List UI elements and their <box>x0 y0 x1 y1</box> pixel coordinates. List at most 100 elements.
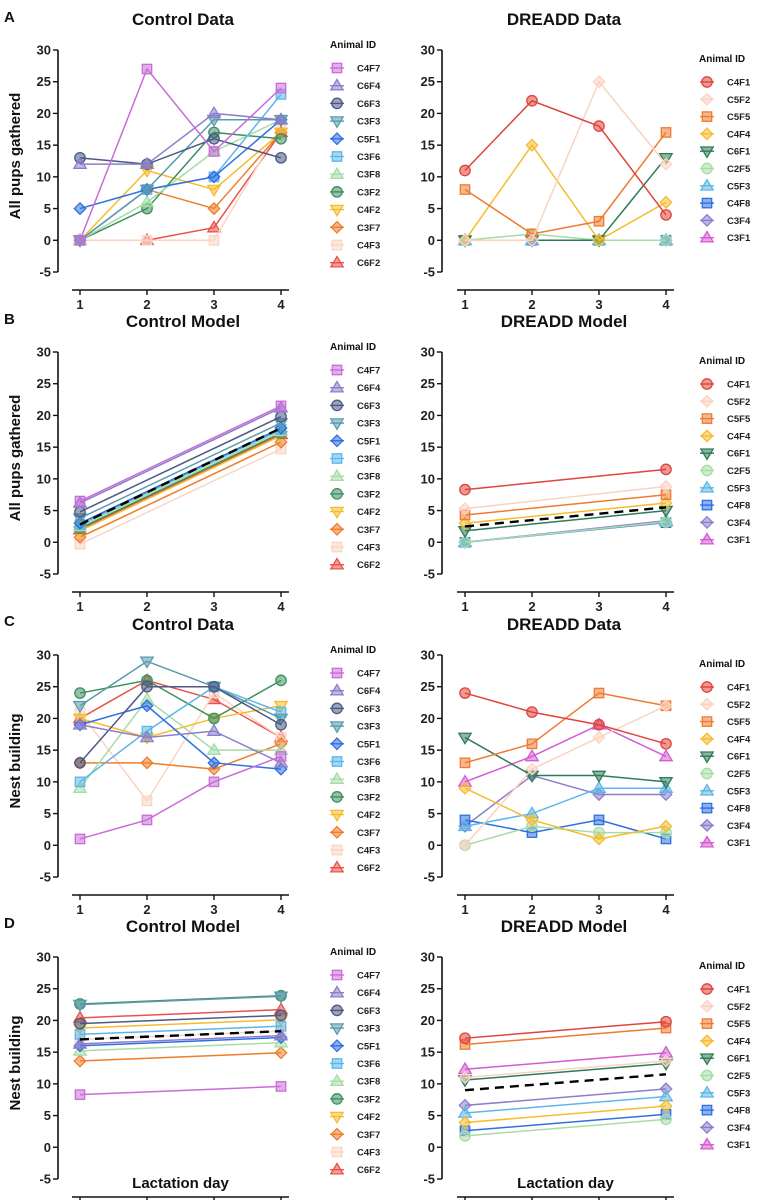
legend-item: C3F7 <box>330 825 380 839</box>
series-line <box>464 774 666 827</box>
legend-marker <box>700 1120 714 1135</box>
series-line <box>79 1014 282 1025</box>
data-point <box>659 479 673 494</box>
legend-item: C4F2 <box>329 204 380 218</box>
data-point <box>206 105 222 119</box>
x-tick-label: 4 <box>277 902 285 917</box>
legend-label: C4F2 <box>357 205 380 216</box>
data-point <box>275 1009 287 1022</box>
legend-item: C5F1 <box>330 1039 381 1053</box>
data-point <box>659 195 673 209</box>
legend-item: C4F3 <box>330 844 380 857</box>
legend-label: C5F2 <box>727 1002 750 1013</box>
y-tick-label: 20 <box>421 711 435 726</box>
data-point <box>74 687 86 699</box>
legend-label: C5F3 <box>727 786 750 797</box>
legend-marker <box>329 1073 345 1087</box>
y-tick-label: 30 <box>37 950 51 965</box>
data-point <box>658 749 674 762</box>
legend-marker <box>700 92 714 106</box>
legend-item: C3F4 <box>700 1120 751 1135</box>
data-point <box>72 999 88 1013</box>
legend-item: C3F2 <box>330 186 380 198</box>
legend-item: C4F2 <box>329 809 380 823</box>
data-point <box>458 838 472 852</box>
data-point <box>659 699 673 713</box>
data-point <box>74 495 86 507</box>
legend-marker <box>331 1004 343 1017</box>
data-point <box>275 718 287 731</box>
legend-item: C4F4 <box>700 429 751 443</box>
data-point <box>593 120 605 132</box>
data-point <box>206 220 222 233</box>
data-point <box>592 75 606 89</box>
y-axis-label: All pups gathered <box>7 395 24 522</box>
legend-item: C6F4 <box>329 380 381 394</box>
series-line <box>464 1060 667 1079</box>
series-line <box>464 99 667 216</box>
data-point <box>658 777 674 790</box>
legend: Animal ID C4F7 C6F4 C6F3 C3F3 C5F1 C3F6 C3F8 C3F… <box>329 947 381 1176</box>
series-line <box>79 405 282 502</box>
legend-marker <box>700 1034 714 1048</box>
data-point <box>457 732 473 745</box>
series-line <box>79 1019 282 1029</box>
series-C4F8 <box>459 1108 672 1137</box>
series-C4F1 <box>459 1015 672 1045</box>
legend-item: C3F1 <box>699 532 751 546</box>
legend-label: C4F8 <box>727 804 750 815</box>
legend-label: C5F2 <box>727 700 750 711</box>
legend-label: C4F1 <box>727 683 751 694</box>
mean-line <box>79 427 282 526</box>
legend-item: C3F7 <box>330 220 380 234</box>
data-point <box>274 1046 288 1060</box>
legend-label: C2F5 <box>727 164 751 175</box>
legend-marker <box>331 399 343 412</box>
chart-title: DREADD Model <box>501 917 628 936</box>
series-line <box>464 819 667 840</box>
series-C3F1 <box>457 513 674 548</box>
y-tick-label: -5 <box>39 870 51 885</box>
y-tick-label: 15 <box>421 138 435 153</box>
y-tick-label: 5 <box>428 806 435 821</box>
chart-panel-3: B Control Model -5 0 5 10 15 20 25 30 1 2 3 4 All pups… <box>4 311 381 614</box>
data-point <box>208 132 220 145</box>
y-tick-label: 10 <box>421 774 435 789</box>
x-tick-label: 1 <box>76 599 83 614</box>
series-C4F1 <box>459 94 672 221</box>
series-C3F3 <box>72 656 289 726</box>
legend-label: C5F3 <box>727 181 750 192</box>
legend-label: C4F3 <box>357 1148 380 1159</box>
legend-marker <box>329 255 345 268</box>
data-point <box>525 813 539 827</box>
series-line <box>464 485 667 510</box>
legend-label: C4F4 <box>727 734 751 745</box>
data-point <box>457 818 473 832</box>
legend-label: C3F4 <box>727 1123 751 1134</box>
legend-label: C4F2 <box>357 810 380 821</box>
data-point <box>74 776 86 788</box>
series-C3F8 <box>72 112 289 246</box>
legend-item: C3F4 <box>700 213 751 228</box>
series-line <box>79 131 282 241</box>
panel-label: B <box>4 311 15 328</box>
legend-marker <box>701 111 713 122</box>
data-point <box>208 146 220 157</box>
legend-item: C3F1 <box>699 835 751 849</box>
y-tick-label: -5 <box>423 870 435 885</box>
x-tick-label: 3 <box>210 297 217 312</box>
y-axis-label: Nest building <box>7 714 24 809</box>
series-line <box>79 1034 282 1045</box>
y-axis-label: Nest building <box>7 1016 24 1111</box>
legend-marker <box>329 557 345 570</box>
legend-marker <box>329 204 345 218</box>
x-tick-label: 4 <box>277 297 285 312</box>
x-tick-label: 1 <box>461 599 468 614</box>
series-line <box>79 1052 282 1062</box>
y-tick-label: 25 <box>37 376 51 391</box>
legend-marker <box>331 488 343 500</box>
data-point <box>458 516 472 530</box>
legend: Animal ID C4F1 C5F2 C5F5 C4F4 C6F1 C2F5 C5F3 C4F… <box>699 356 751 546</box>
legend-marker <box>699 783 715 796</box>
